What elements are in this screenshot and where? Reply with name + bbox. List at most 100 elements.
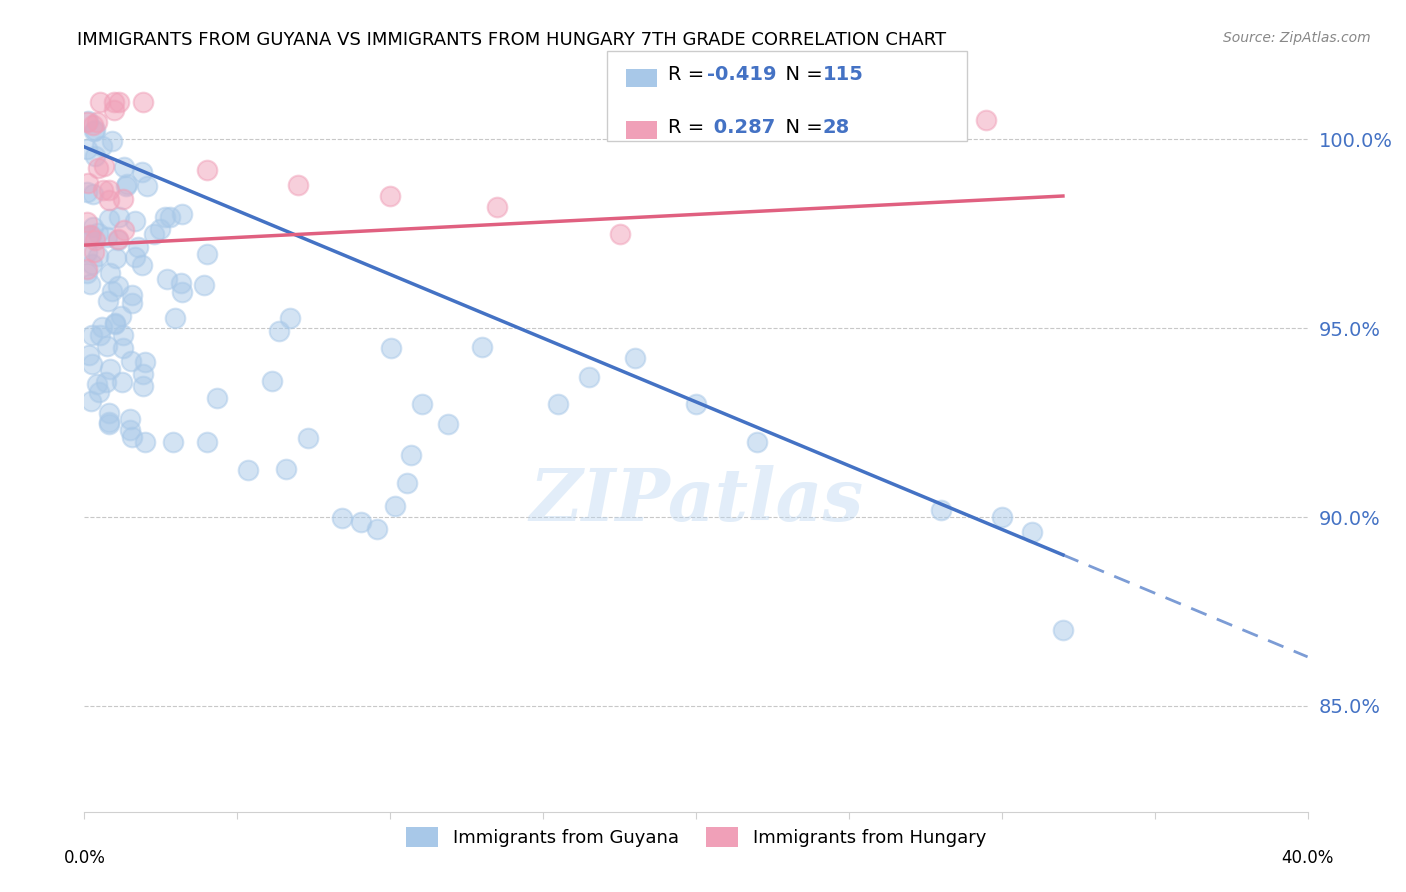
Point <box>76 215 98 229</box>
Point <box>76 266 98 280</box>
Point <box>991 510 1014 524</box>
Point <box>411 397 433 411</box>
Point <box>929 502 952 516</box>
Point <box>121 296 143 310</box>
Point <box>1052 624 1074 638</box>
Point <box>79 348 101 362</box>
Point <box>112 223 135 237</box>
Point <box>149 221 172 235</box>
Legend: Immigrants from Guyana, Immigrants from Hungary: Immigrants from Guyana, Immigrants from … <box>398 820 994 855</box>
Point <box>120 423 142 437</box>
Point <box>124 250 146 264</box>
Point <box>107 279 129 293</box>
Point <box>976 113 998 128</box>
Point <box>76 142 98 156</box>
Point <box>87 384 110 399</box>
Point <box>134 434 156 449</box>
Point <box>132 379 155 393</box>
Text: N =: N = <box>773 65 830 85</box>
Point <box>111 375 134 389</box>
Point <box>747 434 769 449</box>
Point <box>156 272 179 286</box>
Point <box>107 232 129 246</box>
Point <box>108 95 131 109</box>
Point <box>76 176 98 190</box>
Point <box>86 115 108 129</box>
Point <box>79 227 101 242</box>
Point <box>110 309 132 323</box>
Point <box>195 246 218 260</box>
Point <box>132 95 155 110</box>
Point <box>193 278 215 293</box>
Text: 0.287: 0.287 <box>707 118 776 137</box>
Point <box>96 339 118 353</box>
Point <box>90 139 112 153</box>
Point <box>76 114 98 128</box>
Point <box>547 397 569 411</box>
Point <box>80 357 103 371</box>
Point <box>98 183 121 197</box>
Point <box>108 211 131 225</box>
Point <box>121 430 143 444</box>
Point <box>79 277 101 292</box>
Point <box>112 328 135 343</box>
Point <box>399 448 422 462</box>
Point <box>93 159 115 173</box>
Point <box>91 183 114 197</box>
Point <box>330 511 353 525</box>
Point <box>380 341 402 355</box>
Point <box>142 227 165 241</box>
Point <box>395 475 418 490</box>
Point <box>114 178 136 193</box>
Text: IMMIGRANTS FROM GUYANA VS IMMIGRANTS FROM HUNGARY 7TH GRADE CORRELATION CHART: IMMIGRANTS FROM GUYANA VS IMMIGRANTS FRO… <box>77 31 946 49</box>
Point <box>104 316 127 330</box>
Point <box>91 319 114 334</box>
Point <box>107 233 129 247</box>
Point <box>384 499 406 513</box>
Point <box>195 162 218 177</box>
Point <box>159 210 181 224</box>
Point <box>127 240 149 254</box>
Point <box>132 368 155 382</box>
Point <box>471 340 494 354</box>
Point <box>131 165 153 179</box>
Point <box>195 434 218 449</box>
Point <box>115 177 138 191</box>
Text: ZIPatlas: ZIPatlas <box>529 466 863 536</box>
Point <box>77 228 100 243</box>
Point <box>276 462 298 476</box>
Point <box>118 412 141 426</box>
Point <box>83 124 105 138</box>
Point <box>685 397 707 411</box>
Point <box>609 227 631 241</box>
Point <box>287 178 309 192</box>
Point <box>170 285 193 299</box>
Text: 115: 115 <box>823 65 863 85</box>
Point <box>98 362 121 376</box>
Text: N =: N = <box>773 118 830 137</box>
Point <box>82 219 104 234</box>
Point <box>153 210 176 224</box>
Point <box>112 341 135 355</box>
Point <box>366 522 388 536</box>
Point <box>96 294 118 309</box>
Point <box>121 288 143 302</box>
Point <box>104 317 127 331</box>
Point <box>82 187 104 202</box>
Point <box>82 118 104 132</box>
Point <box>77 113 100 128</box>
Point <box>98 417 121 431</box>
Point <box>98 415 121 429</box>
Point <box>278 311 301 326</box>
Point <box>205 391 228 405</box>
Point <box>98 266 121 280</box>
Text: 0.0%: 0.0% <box>63 849 105 868</box>
Point <box>624 351 647 366</box>
Text: R =: R = <box>668 118 710 137</box>
Point <box>80 257 103 271</box>
Point <box>101 284 124 298</box>
Point <box>238 463 260 477</box>
Point <box>89 328 111 343</box>
Text: Source: ZipAtlas.com: Source: ZipAtlas.com <box>1223 31 1371 45</box>
Point <box>80 227 103 242</box>
